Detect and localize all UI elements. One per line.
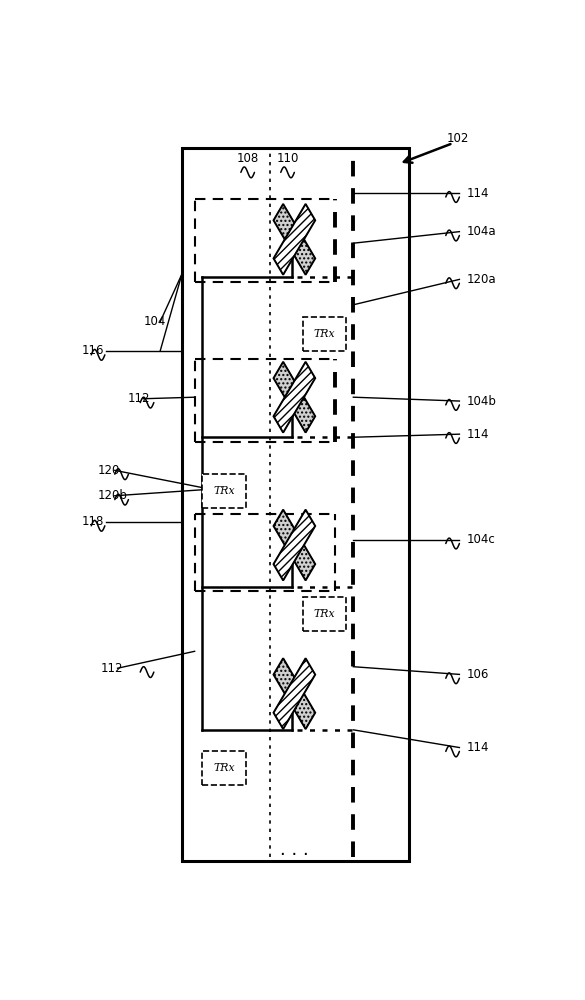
Text: 104: 104 [143, 315, 166, 328]
Text: 106: 106 [467, 668, 489, 681]
Bar [182, 148, 408, 861]
FancyBboxPatch shape [274, 510, 315, 580]
FancyBboxPatch shape [274, 204, 315, 275]
Text: 114: 114 [467, 187, 489, 200]
FancyBboxPatch shape [274, 658, 315, 729]
Text: 112: 112 [101, 662, 123, 675]
Text: 108: 108 [236, 152, 259, 165]
FancyBboxPatch shape [302, 597, 346, 631]
Text: 120: 120 [98, 464, 121, 477]
FancyBboxPatch shape [274, 204, 315, 275]
FancyBboxPatch shape [274, 658, 315, 729]
Text: 110: 110 [276, 152, 299, 165]
Text: 114: 114 [467, 741, 489, 754]
FancyBboxPatch shape [274, 510, 315, 580]
Text: 104b: 104b [467, 395, 497, 408]
FancyBboxPatch shape [202, 751, 246, 785]
Text: . . .: . . . [280, 841, 309, 859]
Text: TRx: TRx [314, 609, 335, 619]
Text: TRx: TRx [214, 486, 235, 496]
FancyBboxPatch shape [274, 362, 315, 433]
Text: TRx: TRx [314, 329, 335, 339]
Text: 104a: 104a [467, 225, 496, 238]
Text: 102: 102 [446, 132, 469, 145]
Text: 120b: 120b [98, 489, 128, 502]
Text: TRx: TRx [214, 763, 235, 773]
FancyBboxPatch shape [302, 317, 346, 351]
Text: 104c: 104c [467, 533, 495, 546]
Text: 120a: 120a [467, 273, 496, 286]
FancyBboxPatch shape [202, 474, 246, 508]
Text: 114: 114 [467, 428, 489, 441]
Text: 118: 118 [81, 515, 104, 528]
FancyBboxPatch shape [274, 362, 315, 433]
Text: 116: 116 [81, 344, 104, 358]
Text: 112: 112 [128, 392, 150, 405]
